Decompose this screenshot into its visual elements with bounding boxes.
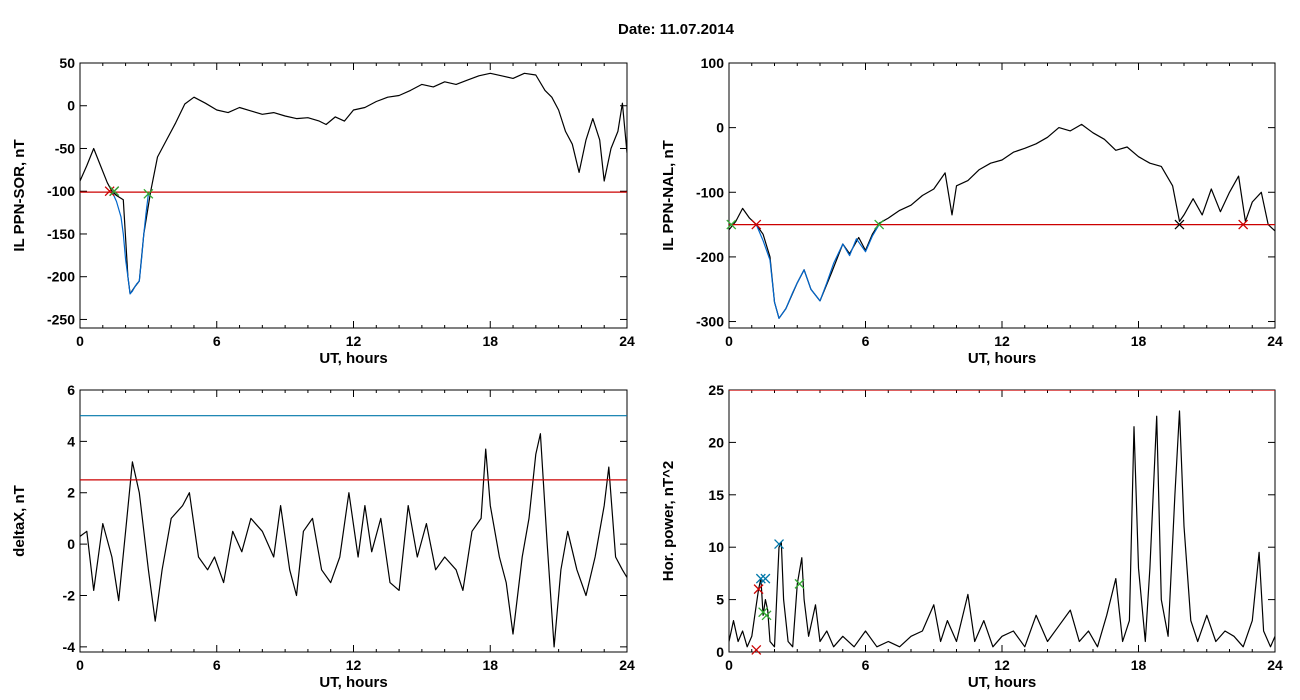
x-tick-label: 0	[76, 657, 84, 673]
y-tick-label: 0	[716, 644, 724, 660]
y-tick-label: -200	[47, 269, 75, 285]
y-tick-label: 25	[708, 382, 724, 398]
x-tick-label: 24	[1267, 333, 1283, 349]
x-tick-label: 24	[619, 657, 635, 673]
y-axis-label: IL PPN-NAL, nT	[660, 140, 677, 251]
y-tick-label: 2	[67, 485, 75, 501]
y-tick-label: 100	[701, 55, 725, 71]
x-tick-label: 12	[994, 333, 1010, 349]
series-line-0	[80, 433, 627, 648]
x-axis-label: UT, hours	[319, 674, 387, 691]
x-marker	[109, 186, 120, 197]
x-marker	[755, 573, 766, 584]
x-marker	[761, 610, 772, 621]
series-line-1	[111, 190, 149, 295]
y-tick-label: -150	[47, 226, 75, 242]
x-tick-label: 18	[1131, 333, 1147, 349]
figure-title: Date: 11.07.2014	[618, 21, 735, 38]
series-group	[80, 72, 627, 295]
y-tick-label: -100	[696, 184, 724, 200]
y-axis-label: IL PPN-SOR, nT	[11, 139, 28, 251]
chart-panel-bottom-left: 0 6 12 18 24 6 4 2 0 -2 -4 UT, hours deltaX, nT	[11, 382, 635, 691]
y-axis-label: Hor. power, nT^2	[660, 461, 677, 581]
series-group	[729, 123, 1275, 319]
y-tick-label: -300	[696, 314, 724, 330]
x-tick-label: 24	[1267, 657, 1283, 673]
y-tick-label: 50	[59, 55, 75, 71]
y-tick-label: 20	[708, 434, 724, 450]
y-tick-label: 5	[716, 592, 724, 608]
x-marker	[774, 539, 785, 550]
y-tick-label: 6	[67, 382, 75, 398]
x-marker	[753, 584, 764, 595]
x-tick-label: 6	[862, 657, 870, 673]
x-tick-label: 18	[482, 333, 498, 349]
x-axis-label: UT, hours	[319, 350, 387, 367]
series-group	[729, 390, 1275, 648]
series-line-0	[80, 72, 627, 295]
y-tick-label: -2	[63, 587, 76, 603]
x-tick-label: 18	[482, 657, 498, 673]
x-tick-label: 12	[994, 657, 1010, 673]
x-marker	[143, 188, 154, 199]
x-marker	[1238, 219, 1249, 230]
x-marker	[760, 573, 771, 584]
chart-panel-bottom-right: 0 6 12 18 24 25 20 15 10 5 0 UT, hours Hor. power, n…	[660, 382, 1283, 691]
x-tick-label: 12	[346, 657, 362, 673]
plot-frame	[79, 62, 628, 329]
x-marker	[726, 219, 737, 230]
series-group	[80, 415, 627, 648]
chart-panel-top-right: 0 6 12 18 24 100 0 -100 -200 -300 UT, hours IL PPN-…	[660, 55, 1283, 367]
x-marker	[874, 219, 885, 230]
chart-panel-top-left: 0 6 12 18 24 50 0 -50 -100 -150 -200 -250 UT, hours I…	[11, 55, 635, 367]
y-axis-label: deltaX, nT	[11, 485, 28, 557]
y-tick-label: 0	[67, 536, 75, 552]
x-tick-label: 0	[725, 657, 733, 673]
y-tick-label: -50	[55, 140, 75, 156]
x-tick-label: 6	[213, 333, 221, 349]
x-marker	[1174, 219, 1185, 230]
x-tick-label: 24	[619, 333, 635, 349]
y-tick-label: 0	[716, 120, 724, 136]
x-tick-label: 0	[725, 333, 733, 349]
x-tick-label: 6	[862, 333, 870, 349]
x-tick-label: 12	[346, 333, 362, 349]
y-tick-label: 15	[708, 487, 724, 503]
series-line-0	[729, 410, 1275, 648]
y-tick-label: -4	[63, 639, 76, 655]
x-tick-label: 0	[76, 333, 84, 349]
y-tick-label: 0	[67, 98, 75, 114]
y-tick-label: -250	[47, 311, 75, 327]
plot-frame	[728, 389, 1276, 653]
x-marker	[751, 219, 762, 230]
y-tick-label: -100	[47, 183, 75, 199]
x-tick-label: 18	[1131, 657, 1147, 673]
x-marker	[104, 186, 115, 197]
y-tick-label: -200	[696, 249, 724, 265]
y-tick-label: 10	[708, 539, 724, 555]
series-line-1	[755, 224, 880, 319]
y-tick-label: 4	[67, 433, 75, 449]
x-axis-label: UT, hours	[968, 350, 1036, 367]
x-marker	[794, 578, 805, 589]
x-marker	[751, 644, 762, 655]
x-tick-label: 6	[213, 657, 221, 673]
x-axis-label: UT, hours	[968, 674, 1036, 691]
